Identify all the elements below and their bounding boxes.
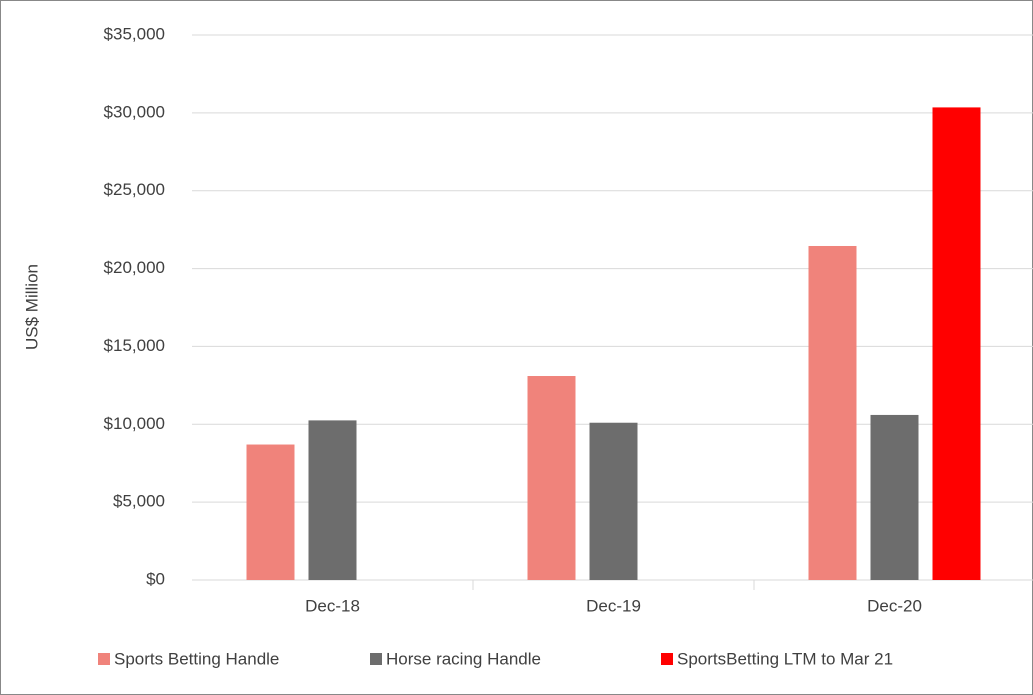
legend-swatch bbox=[98, 653, 110, 665]
y-tick-label: $20,000 bbox=[104, 258, 165, 277]
bar bbox=[932, 107, 981, 581]
legend-label: Sports Betting Handle bbox=[114, 649, 279, 668]
bar bbox=[246, 444, 295, 580]
y-tick-label: $5,000 bbox=[113, 492, 165, 511]
x-tick-label: Dec-19 bbox=[586, 596, 641, 615]
y-tick-label: $35,000 bbox=[104, 24, 165, 43]
legend-swatch bbox=[661, 653, 673, 665]
x-tick-label: Dec-18 bbox=[305, 596, 360, 615]
bar bbox=[870, 414, 919, 580]
y-tick-label: $0 bbox=[146, 569, 165, 588]
legend-label: Horse racing Handle bbox=[386, 649, 541, 668]
y-tick-label: $25,000 bbox=[104, 180, 165, 199]
legend-swatch bbox=[370, 653, 382, 665]
bar bbox=[808, 245, 857, 580]
y-tick-label: $30,000 bbox=[104, 102, 165, 121]
y-tick-label: $10,000 bbox=[104, 414, 165, 433]
y-axis-label: US$ Million bbox=[22, 264, 41, 350]
y-tick-label: $15,000 bbox=[104, 336, 165, 355]
bar bbox=[308, 420, 357, 580]
bar bbox=[527, 376, 576, 580]
bar bbox=[589, 422, 638, 580]
legend-label: SportsBetting LTM to Mar 21 bbox=[677, 649, 893, 668]
x-tick-label: Dec-20 bbox=[867, 596, 922, 615]
